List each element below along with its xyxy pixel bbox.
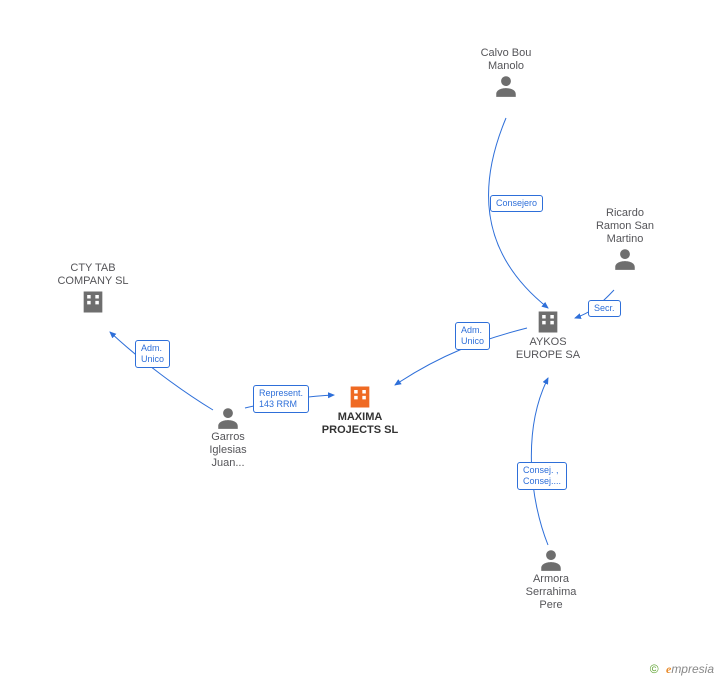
person-icon [501, 547, 601, 573]
copyright-symbol: © [650, 662, 659, 676]
node-cty[interactable]: CTY TAB COMPANY SL [43, 262, 143, 316]
edge-label-e-armora-aykos: Consej. , Consej.... [517, 462, 567, 490]
edges-layer [0, 0, 728, 685]
node-label: Calvo Bou Manolo [456, 47, 556, 73]
building-focus-icon [310, 383, 410, 411]
node-armora[interactable]: Armora Serrahima Pere [501, 547, 601, 612]
person-icon [456, 73, 556, 99]
diagram-canvas: Calvo Bou Manolo Ricardo Ramon San Martin… [0, 0, 728, 685]
brand-rest: mpresia [671, 662, 714, 676]
watermark: © empresia [650, 662, 714, 677]
node-label: MAXIMA PROJECTS SL [310, 411, 410, 437]
node-maxima[interactable]: MAXIMA PROJECTS SL [310, 383, 410, 437]
building-icon [498, 308, 598, 336]
edge-label-e-garros-maxima: Represent. 143 RRM [253, 385, 309, 413]
node-label: CTY TAB COMPANY SL [43, 262, 143, 288]
node-garros[interactable]: Garros Iglesias Juan... [178, 405, 278, 470]
edge-label-e-maxima-aykos: Adm. Unico [455, 322, 490, 350]
person-icon [575, 246, 675, 272]
node-ricardo[interactable]: Ricardo Ramon San Martino [575, 207, 675, 272]
edge-e-calvo-aykos [489, 118, 548, 308]
node-aykos[interactable]: AYKOS EUROPE SA [498, 308, 598, 362]
edge-label-e-calvo-aykos: Consejero [490, 195, 543, 212]
edge-label-e-ricardo-aykos: Secr. [588, 300, 621, 317]
edge-label-e-garros-cty: Adm. Unico [135, 340, 170, 368]
node-label: Armora Serrahima Pere [501, 573, 601, 612]
node-label: Ricardo Ramon San Martino [575, 207, 675, 246]
node-label: AYKOS EUROPE SA [498, 336, 598, 362]
node-label: Garros Iglesias Juan... [178, 431, 278, 470]
node-calvo[interactable]: Calvo Bou Manolo [456, 47, 556, 99]
building-icon [43, 288, 143, 316]
